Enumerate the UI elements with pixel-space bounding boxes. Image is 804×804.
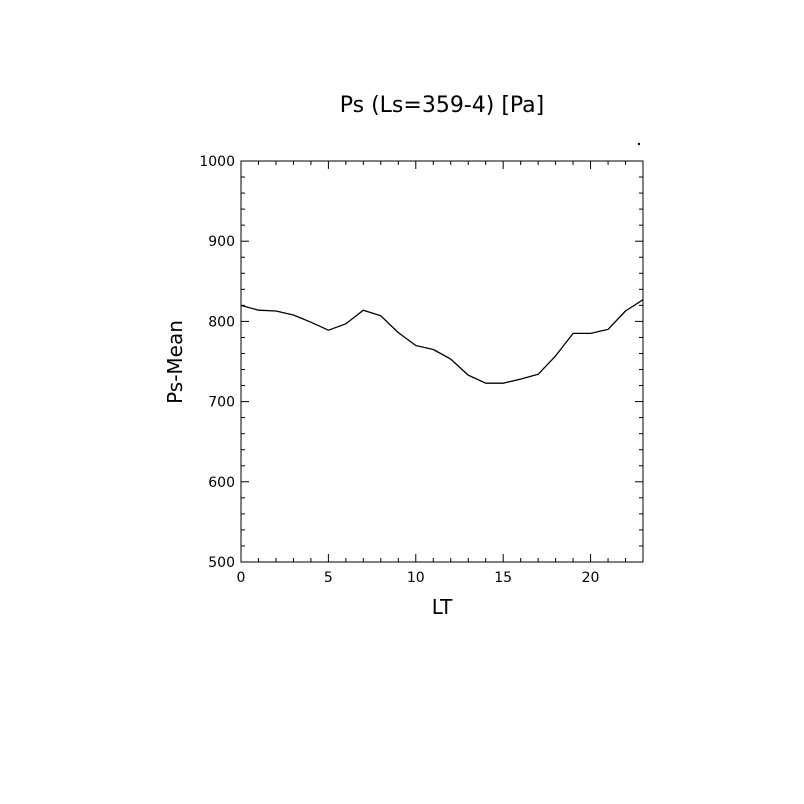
y-tick-label: 700 [208,395,235,411]
series-layer [240,299,644,384]
x-tick-label: 5 [324,570,333,586]
x-tick-label: 15 [494,570,512,586]
y-tick-label: 900 [208,234,235,250]
plot-frame [240,160,644,563]
x-tick-label: 20 [582,570,600,586]
y-axis-label: Ps-Mean [163,320,187,404]
x-tick-label: 0 [237,570,246,586]
corner-dot [637,142,641,146]
y-tick-label: 800 [208,314,235,330]
x-axis-label: LT [432,595,453,619]
x-tick-labels: 0 5 10 15 20 [237,570,600,586]
y-tick-label: 1000 [199,154,235,170]
chart-title: Ps (Ls=359-4) [Pa] [340,93,545,118]
series-line [240,299,644,384]
x-tick-label: 10 [407,570,425,586]
y-tick-label: 500 [208,555,235,571]
y-tick-label: 600 [208,475,235,491]
axis-ticks [240,160,644,563]
y-tick-labels: 500 600 700 800 900 1000 [199,154,235,571]
